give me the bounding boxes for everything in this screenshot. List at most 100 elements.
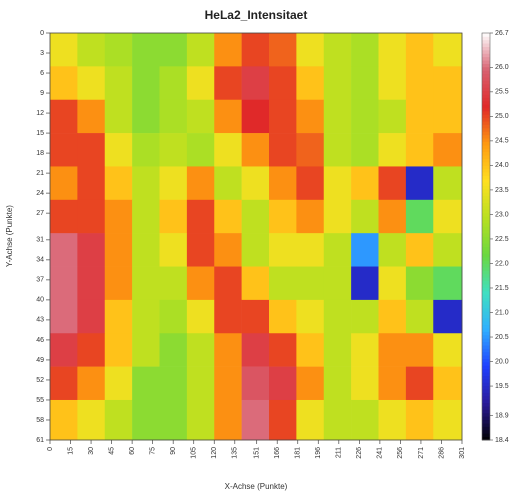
colorbar-segment [482, 429, 490, 434]
heatmap-cell [405, 199, 434, 234]
colorbar-segment [482, 182, 490, 187]
heatmap-cell [269, 266, 297, 301]
heatmap-cell [214, 99, 242, 134]
heatmap-cell [405, 333, 434, 367]
heatmap-cell [50, 166, 78, 201]
colorbar-segment [482, 43, 490, 47]
heatmap-cell [50, 399, 78, 441]
heatmap-cell [405, 33, 434, 67]
heatmap-cell [269, 299, 297, 334]
heatmap-cell [77, 399, 106, 441]
colorbar-segment [482, 260, 490, 265]
y-tick-label: 3 [40, 50, 44, 57]
colorbar-segment [482, 409, 490, 414]
colorbar-segment [482, 351, 490, 356]
heatmap-cell [159, 266, 188, 301]
heatmap-cell [50, 299, 78, 334]
heatmap-cell [323, 333, 352, 367]
heatmap-cell [77, 66, 106, 101]
heatmap-cell [186, 299, 215, 334]
heatmap-cell [433, 366, 463, 401]
heatmap-cell [104, 133, 133, 167]
colorbar-segment [482, 131, 490, 136]
heatmap-cell [241, 166, 270, 201]
heatmap-cell [77, 333, 106, 367]
heatmap-cell [269, 333, 297, 367]
heatmap-cell [433, 299, 463, 334]
colorbar-segment [482, 222, 490, 227]
heatmap-cell [378, 333, 407, 367]
y-tick-label: 34 [36, 257, 44, 264]
heatmap-cell [104, 33, 133, 67]
heatmap-cell [296, 266, 325, 301]
colorbar-segment [482, 263, 490, 268]
colorbar-segment [482, 294, 490, 298]
heatmap-cell [50, 99, 78, 134]
colorbar-segment [482, 372, 490, 376]
heatmap-cell [323, 266, 352, 301]
heatmap-cell [433, 399, 463, 441]
colorbar-tick-label: 23.5 [495, 187, 509, 194]
colorbar-segment [482, 385, 490, 390]
heatmap-cell [214, 299, 242, 334]
x-tick-label: 211 [336, 447, 343, 458]
colorbar-segment [482, 270, 490, 275]
colorbar-tick-label: 23.0 [495, 211, 509, 218]
colorbar-segment [482, 165, 490, 170]
x-tick-label: 30 [88, 447, 95, 455]
colorbar-segment [482, 202, 490, 207]
heatmap-cell [433, 266, 463, 301]
heatmap-cell [296, 233, 325, 267]
colorbar-tick-label: 19.5 [495, 383, 509, 390]
x-tick-label: 166 [274, 447, 281, 459]
heatmap-cell [323, 199, 352, 234]
colorbar-segment [482, 219, 490, 224]
y-tick-label: 43 [36, 317, 44, 324]
colorbar-segment [482, 307, 490, 312]
heatmap-cell [214, 66, 242, 101]
heatmap-cell [214, 33, 242, 67]
heatmap-cell [186, 333, 215, 367]
heatmap-cell [77, 233, 106, 267]
colorbar-tick-label: 20.0 [495, 358, 509, 365]
x-tick-label: 286 [438, 447, 445, 459]
colorbar-tick-label: 18.4 [495, 437, 509, 444]
colorbar-segment [482, 226, 490, 231]
colorbar-segment [482, 416, 490, 421]
colorbar-segment [482, 178, 490, 183]
heatmap-cell [378, 399, 407, 441]
x-tick-label: 15 [67, 447, 74, 455]
colorbar-segment [482, 331, 490, 336]
colorbar-frame [481, 32, 491, 441]
heatmap-cell [351, 266, 379, 301]
colorbar-segment [482, 117, 490, 122]
colorbar-segment [482, 83, 490, 88]
colorbar-segment [482, 77, 490, 81]
heatmap-cell [104, 233, 133, 267]
colorbar-segment [482, 199, 490, 203]
colorbar-segment [482, 172, 490, 176]
heatmap-cell [241, 333, 270, 367]
colorbar-segment [482, 378, 490, 383]
colorbar-segment [482, 192, 490, 197]
heatmap-cell [132, 233, 160, 267]
colorbar-segment [482, 426, 490, 431]
heatmap-cell [405, 133, 434, 167]
colorbar-segment [482, 212, 490, 217]
y-tick-label: 0 [40, 30, 44, 37]
colorbar-segment [482, 94, 490, 98]
heatmap-cell [77, 133, 106, 167]
colorbar-segment [482, 70, 490, 75]
colorbar-tick-label: 26.0 [495, 64, 509, 71]
colorbar-segment [482, 290, 490, 295]
heatmap-cell [159, 133, 188, 167]
heatmap-cell [433, 333, 463, 367]
heatmap-cell [323, 166, 352, 201]
heatmap-cell [159, 366, 188, 401]
colorbar-segment [482, 151, 490, 156]
y-tick-label: 24 [36, 190, 44, 197]
y-tick-label: 55 [36, 397, 44, 404]
colorbar-segment [482, 406, 490, 410]
colorbar-tick-label: 25.0 [495, 113, 509, 120]
heatmap-cell [433, 33, 463, 67]
